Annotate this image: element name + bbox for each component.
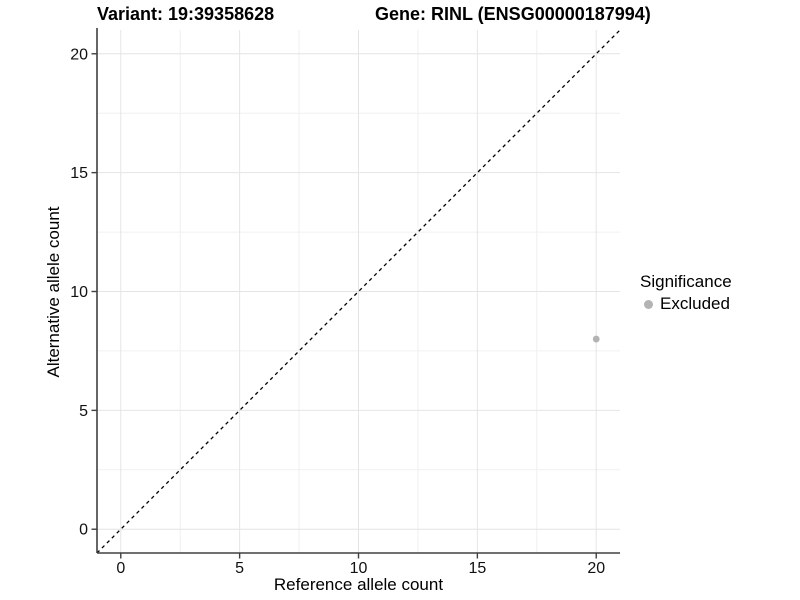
plot-title-variant: Variant: 19:39358628 — [97, 4, 275, 24]
x-axis-title: Reference allele count — [273, 575, 444, 594]
legend-key-dot-icon — [644, 299, 653, 309]
y-tick-label: 20 — [70, 46, 88, 63]
x-tick-label: 0 — [116, 560, 125, 577]
legend: Significance Excluded — [640, 272, 732, 314]
x-tick-label: 5 — [235, 560, 244, 577]
x-tick-label: 15 — [468, 560, 486, 577]
y-tick-label: 15 — [70, 165, 88, 182]
x-tick-label: 10 — [350, 560, 368, 577]
data-point — [592, 335, 600, 343]
y-axis-title: Alternative allele count — [44, 206, 63, 378]
y-tick-label: 10 — [70, 284, 88, 301]
plot-title-gene: Gene: RINL (ENSG00000187994) — [375, 4, 651, 24]
y-tick-label: 5 — [79, 403, 88, 420]
y-tick-label: 0 — [79, 522, 88, 539]
x-tick-label: 20 — [587, 560, 605, 577]
legend-item-label: Excluded — [660, 294, 730, 313]
legend-item-excluded: Excluded — [640, 294, 732, 314]
legend-title: Significance — [640, 272, 732, 291]
identity-dashed-line — [96, 29, 621, 554]
